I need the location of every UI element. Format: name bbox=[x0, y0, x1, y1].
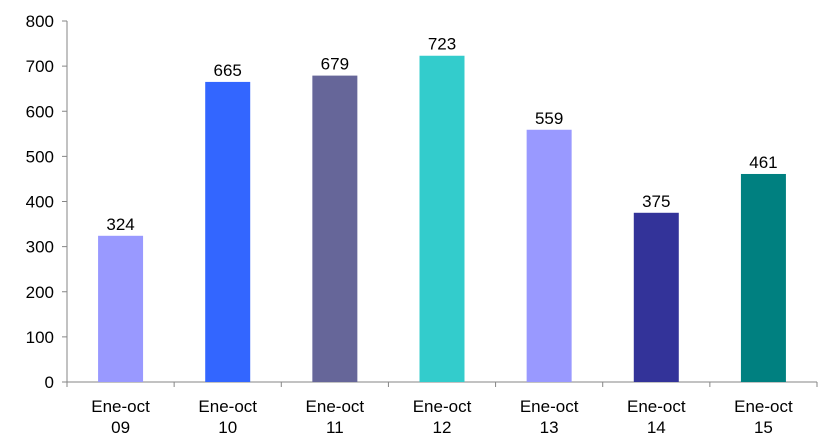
category-label: 14 bbox=[647, 418, 666, 434]
data-label: 679 bbox=[321, 55, 349, 74]
y-tick-label: 700 bbox=[26, 57, 54, 76]
bar bbox=[205, 81, 251, 382]
category-label: Ene-oct bbox=[91, 397, 150, 416]
category-label: 11 bbox=[326, 418, 344, 434]
category-label: Ene-oct bbox=[627, 397, 686, 416]
x-axis bbox=[66, 381, 818, 387]
category-label: 13 bbox=[540, 418, 559, 434]
y-tick-label: 100 bbox=[26, 328, 54, 347]
y-tick-label: 0 bbox=[45, 373, 54, 392]
category-label: Ene-oct bbox=[734, 397, 793, 416]
category-label: 12 bbox=[433, 418, 452, 434]
data-label: 665 bbox=[214, 61, 242, 80]
data-label: 559 bbox=[535, 109, 563, 128]
bar bbox=[312, 75, 358, 382]
y-tick-label: 500 bbox=[26, 147, 54, 166]
bar bbox=[633, 212, 679, 382]
data-label: 723 bbox=[428, 35, 456, 54]
y-tick-label: 800 bbox=[26, 12, 54, 31]
category-label: Ene-oct bbox=[306, 397, 365, 416]
y-tick-label: 600 bbox=[26, 102, 54, 121]
category-label: Ene-oct bbox=[413, 397, 472, 416]
category-label: 10 bbox=[218, 418, 237, 434]
bar bbox=[740, 173, 786, 382]
bar bbox=[419, 55, 465, 383]
data-label: 375 bbox=[642, 192, 670, 211]
y-tick-label: 400 bbox=[26, 193, 54, 212]
data-labels: 324 665 679 723 559 375 461 bbox=[106, 35, 777, 234]
y-tick-label: 200 bbox=[26, 283, 54, 302]
category-label: Ene-oct bbox=[520, 397, 579, 416]
category-labels: Ene-oct 09 Ene-oct 10 Ene-oct 11 Ene-oct 12 Ene-… bbox=[91, 397, 793, 434]
bars bbox=[98, 55, 786, 383]
bar bbox=[526, 129, 572, 382]
data-label: 461 bbox=[749, 153, 777, 172]
data-label: 324 bbox=[106, 215, 134, 234]
category-label: 09 bbox=[111, 418, 130, 434]
y-tick-label: 300 bbox=[26, 238, 54, 257]
bar bbox=[98, 235, 144, 382]
category-label: 15 bbox=[754, 418, 773, 434]
category-label: Ene-oct bbox=[198, 397, 257, 416]
y-axis: 0 100 200 300 400 500 600 700 800 bbox=[26, 12, 68, 392]
